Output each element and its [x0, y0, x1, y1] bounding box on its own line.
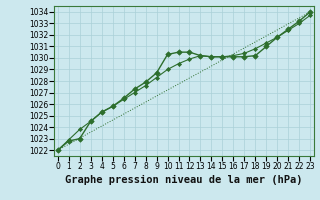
X-axis label: Graphe pression niveau de la mer (hPa): Graphe pression niveau de la mer (hPa) — [65, 175, 303, 185]
